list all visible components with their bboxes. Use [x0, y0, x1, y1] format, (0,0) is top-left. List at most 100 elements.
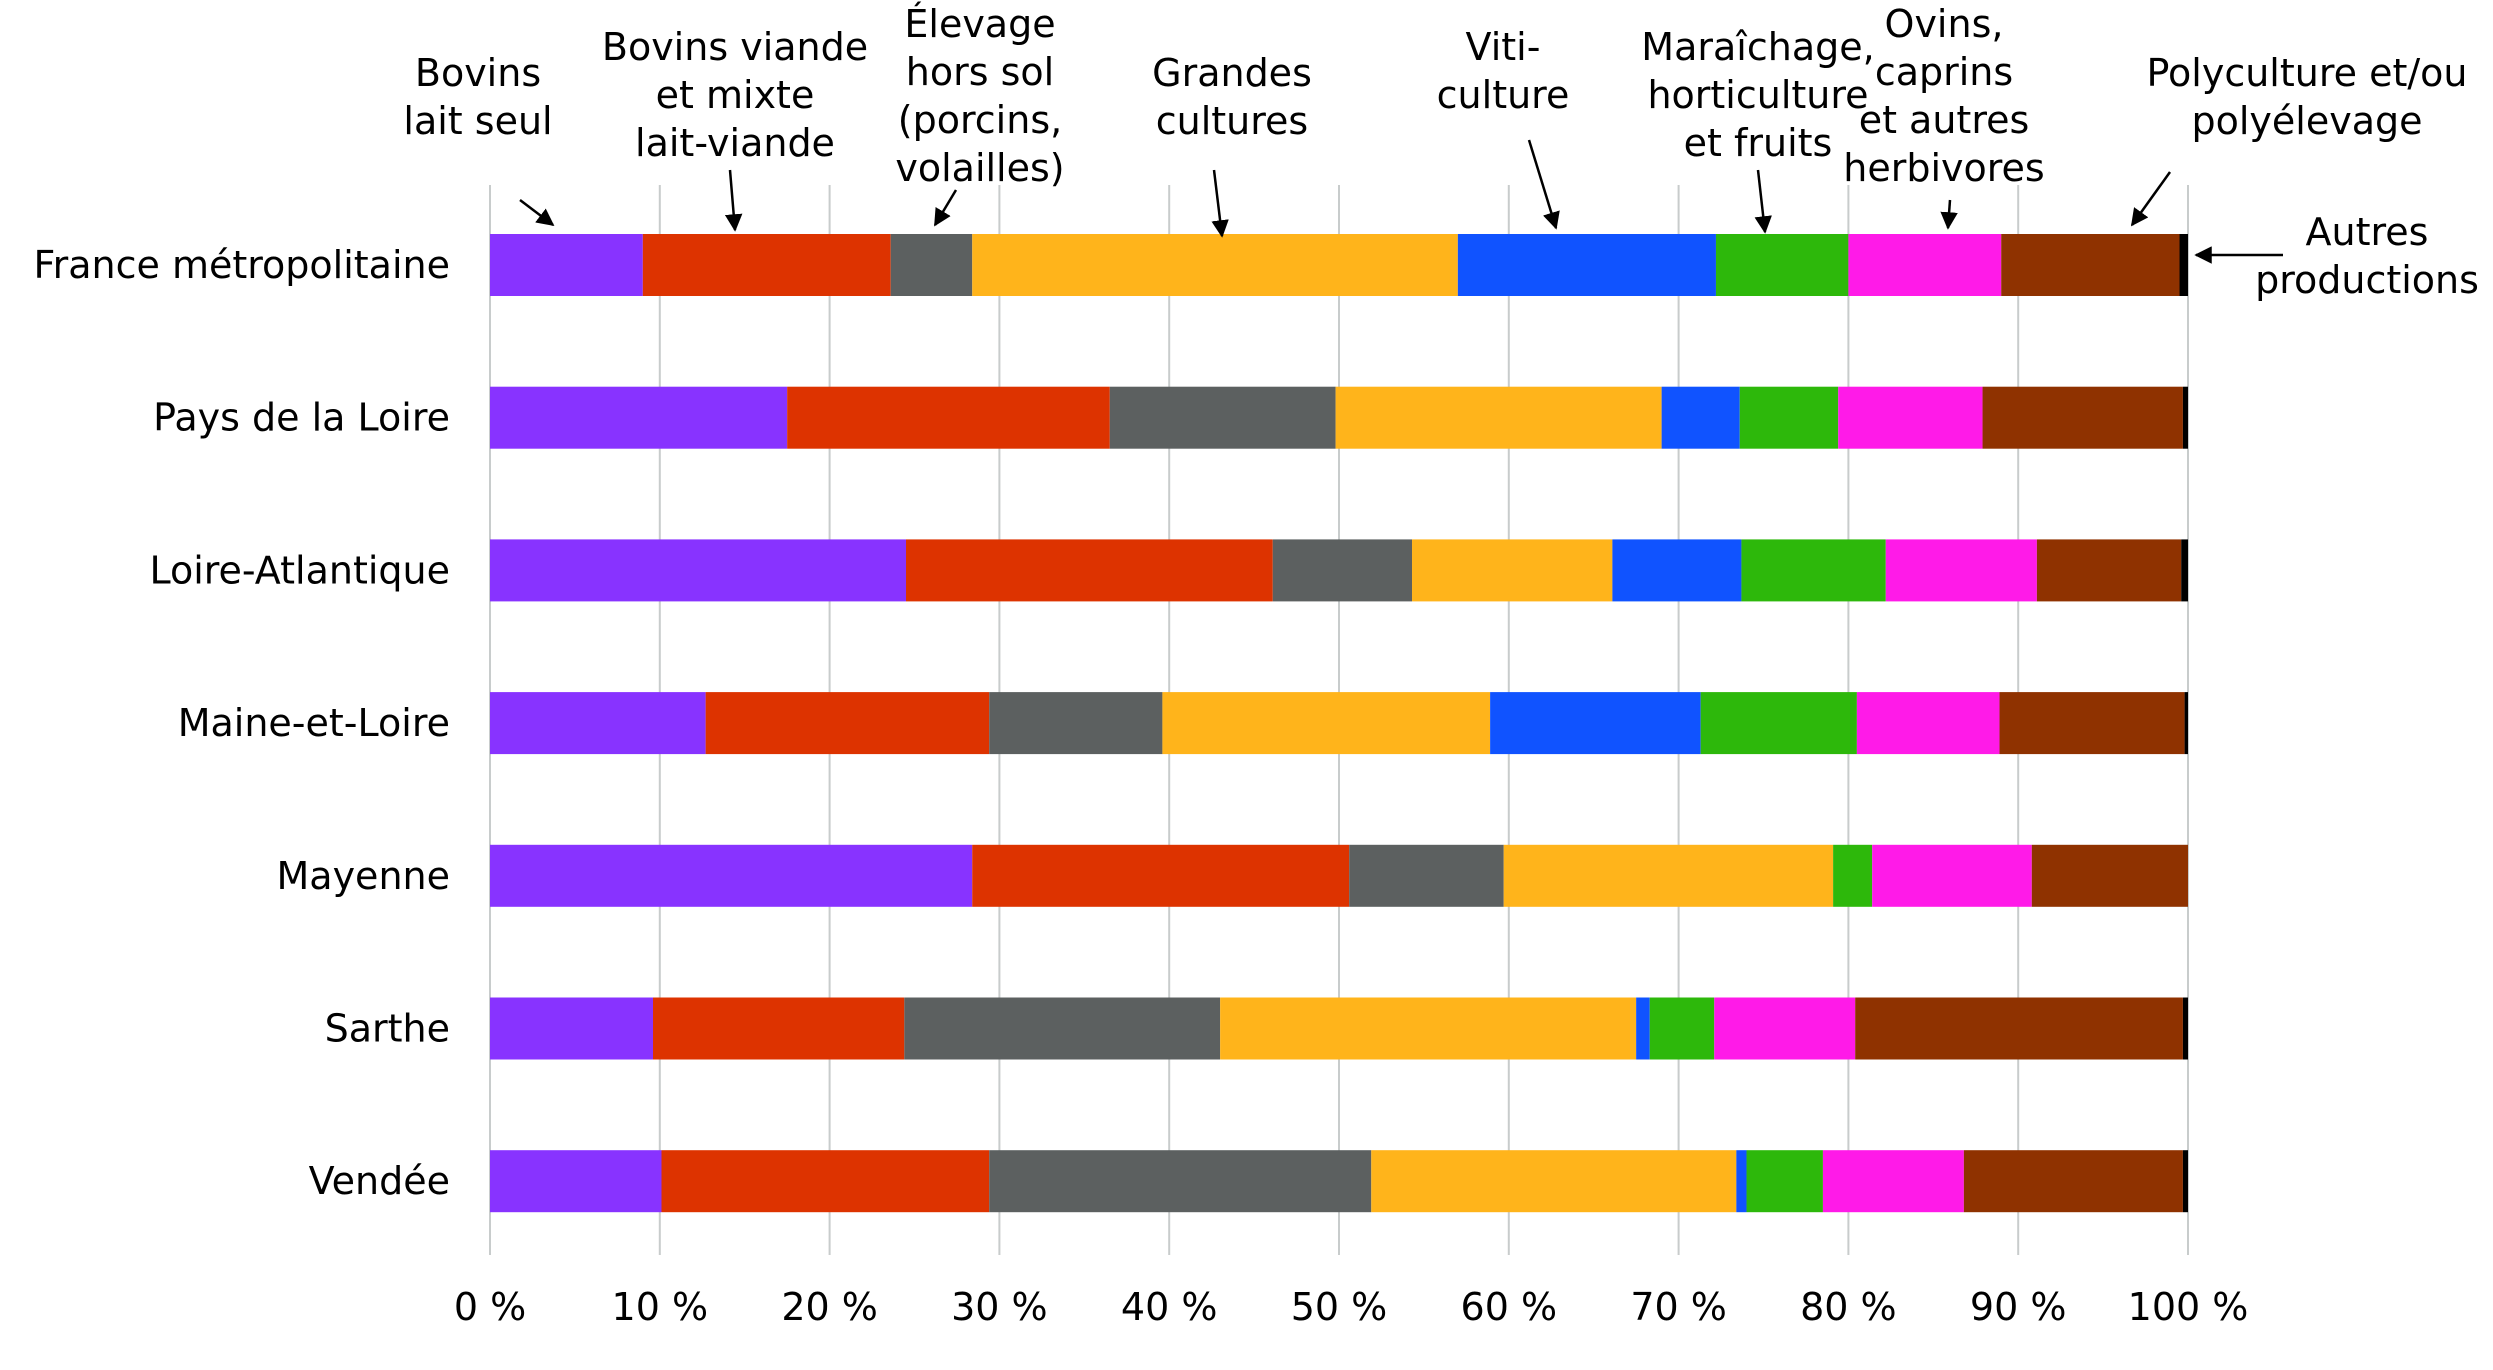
bar-segment-bovins-lait-seul [490, 997, 654, 1060]
bar-segment-polyculture-et-ou-polyelevage [1982, 386, 2183, 449]
legend-label: Élevage hors sol (porcins, volailles) [895, 2, 1064, 190]
bar-segment-maraichage-horticulture-et-fruits [1833, 844, 1873, 907]
legend-arrow [2130, 171, 2172, 227]
bar-segment-maraichage-horticulture-et-fruits [1715, 234, 1849, 296]
legend-label: Maraîchage, horticulture et fruits [1641, 25, 1874, 165]
bar-segment-bovins-viande-et-mixte-lait-viande [653, 997, 905, 1060]
bar-segment-viticulture [1490, 692, 1701, 755]
bar-segment-grandes-cultures [1412, 539, 1613, 602]
legend-arrow [1211, 169, 1229, 238]
bar-segment-polyculture-et-ou-polyelevage [1963, 1150, 2183, 1213]
bar-segment-ovins-caprins-et-autres-herbivores [1856, 692, 2000, 755]
bar-segment-autres-productions [2181, 539, 2188, 602]
category-label: Vendée [309, 1159, 450, 1203]
legend-arrow [933, 189, 958, 227]
bar-segment-maraichage-horticulture-et-fruits [1741, 539, 1886, 602]
legend-label: Polyculture et/ou polyélevage [2146, 51, 2467, 143]
bar-segment-elevage-hors-sol-porcins-volailles [1272, 539, 1413, 602]
category-label: Pays de la Loire [153, 396, 450, 440]
bar-segment-autres-productions [2184, 692, 2188, 755]
bar-segment-elevage-hors-sol-porcins-volailles [1349, 844, 1504, 907]
bar-segment-bovins-lait-seul [490, 234, 643, 296]
bar-row-vendee [490, 1150, 2188, 1213]
category-label: Mayenne [277, 854, 451, 898]
legend-arrow [724, 169, 743, 232]
bar-row-pays-de-la-loire [490, 386, 2188, 449]
x-tick-label: 50 % [1291, 1285, 1388, 1329]
legend-autres-productions: Autres productions [2194, 210, 2479, 302]
category-label: Loire-Atlantique [149, 548, 450, 592]
category-label: France métropolitaine [34, 243, 450, 287]
legend-label: Autres productions [2255, 210, 2479, 302]
bar-segment-bovins-viande-et-mixte-lait-viande [642, 234, 891, 296]
bar-segment-viticulture [1636, 997, 1650, 1060]
bar-segment-bovins-lait-seul [490, 692, 706, 755]
bar-segment-elevage-hors-sol-porcins-volailles [904, 997, 1221, 1060]
bar-segment-viticulture [1736, 1150, 1747, 1213]
bar-segment-maraichage-horticulture-et-fruits [1746, 1150, 1823, 1213]
x-tick-label: 80 % [1800, 1285, 1897, 1329]
x-tick-label: 10 % [612, 1285, 709, 1329]
bar-segment-elevage-hors-sol-porcins-volailles [989, 1150, 1372, 1213]
legend-viticulture: Viti-culture [1437, 25, 1570, 230]
x-tick-label: 30 % [951, 1285, 1048, 1329]
x-tick-label: 60 % [1461, 1285, 1558, 1329]
x-tick-label: 40 % [1121, 1285, 1218, 1329]
legend-arrow [1527, 139, 1560, 230]
bar-segment-viticulture [1661, 386, 1740, 449]
bar-row-mayenne [490, 844, 2188, 907]
x-tick-label: 20 % [781, 1285, 878, 1329]
bar-segment-autres-productions [2182, 997, 2188, 1060]
bar-segment-bovins-viande-et-mixte-lait-viande [906, 539, 1273, 602]
legend-bovins-viande-et-mixte-lait-viande: Bovins viande et mixte lait-viande [602, 25, 868, 232]
bar-segment-grandes-cultures [1162, 692, 1491, 755]
legend-label: Grandes cultures [1152, 51, 1312, 143]
bar-segment-maraichage-horticulture-et-fruits [1649, 997, 1715, 1060]
bar-segment-bovins-lait-seul [490, 386, 788, 449]
legend-arrow [519, 199, 555, 227]
bar-segment-bovins-viande-et-mixte-lait-viande [661, 1150, 990, 1213]
bar-segment-bovins-viande-et-mixte-lait-viande [705, 692, 990, 755]
bar-segment-viticulture [1612, 539, 1742, 602]
legend-ovins-caprins-et-autres-herbivores: Ovins, caprins et autres herbivores [1843, 2, 2045, 230]
bar-segment-ovins-caprins-et-autres-herbivores [1872, 844, 2032, 907]
bar-segment-maraichage-horticulture-et-fruits [1739, 386, 1839, 449]
bar-row-france-metropolitaine [490, 234, 2188, 296]
bar-segment-viticulture [1457, 234, 1716, 296]
bar-row-loire-atlantique [490, 539, 2188, 602]
bar-segment-autres-productions [2182, 1150, 2188, 1213]
bar-segment-polyculture-et-ou-polyelevage [1855, 997, 2183, 1060]
legend-label: Ovins, caprins et autres herbivores [1843, 2, 2044, 190]
legend-maraichage-horticulture-et-fruits: Maraîchage, horticulture et fruits [1641, 25, 1875, 234]
bar-segment-ovins-caprins-et-autres-herbivores [1822, 1150, 1964, 1213]
bar-segment-autres-productions [2179, 234, 2188, 296]
bar-row-maine-et-loire [490, 692, 2188, 755]
bar-segment-grandes-cultures [1371, 1150, 1737, 1213]
bar-segment-ovins-caprins-et-autres-herbivores [1838, 386, 1983, 449]
category-label: Sarthe [325, 1007, 450, 1051]
bar-segment-elevage-hors-sol-porcins-volailles [989, 692, 1163, 755]
bar-segment-bovins-viande-et-mixte-lait-viande [787, 386, 1110, 449]
legend-label: Viti-culture [1437, 25, 1570, 117]
legend-grandes-cultures: Grandes cultures [1152, 51, 1312, 238]
bar-segment-ovins-caprins-et-autres-herbivores [1848, 234, 2002, 296]
bar-segment-grandes-cultures [1335, 386, 1662, 449]
bar-segment-polyculture-et-ou-polyelevage [2036, 539, 2182, 602]
bar-segment-ovins-caprins-et-autres-herbivores [1885, 539, 2037, 602]
x-axis-ticks: 0 % 10 % 20 % 30 % 40 % 50 % 60 % 70 % 80 % 90 % 1… [454, 1285, 2249, 1329]
bar-segment-elevage-hors-sol-porcins-volailles [1109, 386, 1336, 449]
legend-elevage-hors-sol-porcins-volailles: Élevage hors sol (porcins, volailles) [895, 2, 1065, 227]
category-label: Maine-et-Loire [178, 701, 450, 745]
bar-segment-grandes-cultures [972, 234, 1458, 296]
x-tick-label: 70 % [1630, 1285, 1727, 1329]
legend-arrow [1754, 169, 1772, 234]
bar-row-sarthe [490, 997, 2188, 1060]
bar-segment-autres-productions [2182, 386, 2188, 449]
bar-segment-bovins-lait-seul [490, 1150, 662, 1213]
bar-segment-bovins-lait-seul [490, 539, 907, 602]
x-tick-label: 90 % [1970, 1285, 2067, 1329]
legend-arrow [1940, 199, 1958, 230]
bars [490, 234, 2188, 1213]
bar-segment-elevage-hors-sol-porcins-volailles [890, 234, 973, 296]
